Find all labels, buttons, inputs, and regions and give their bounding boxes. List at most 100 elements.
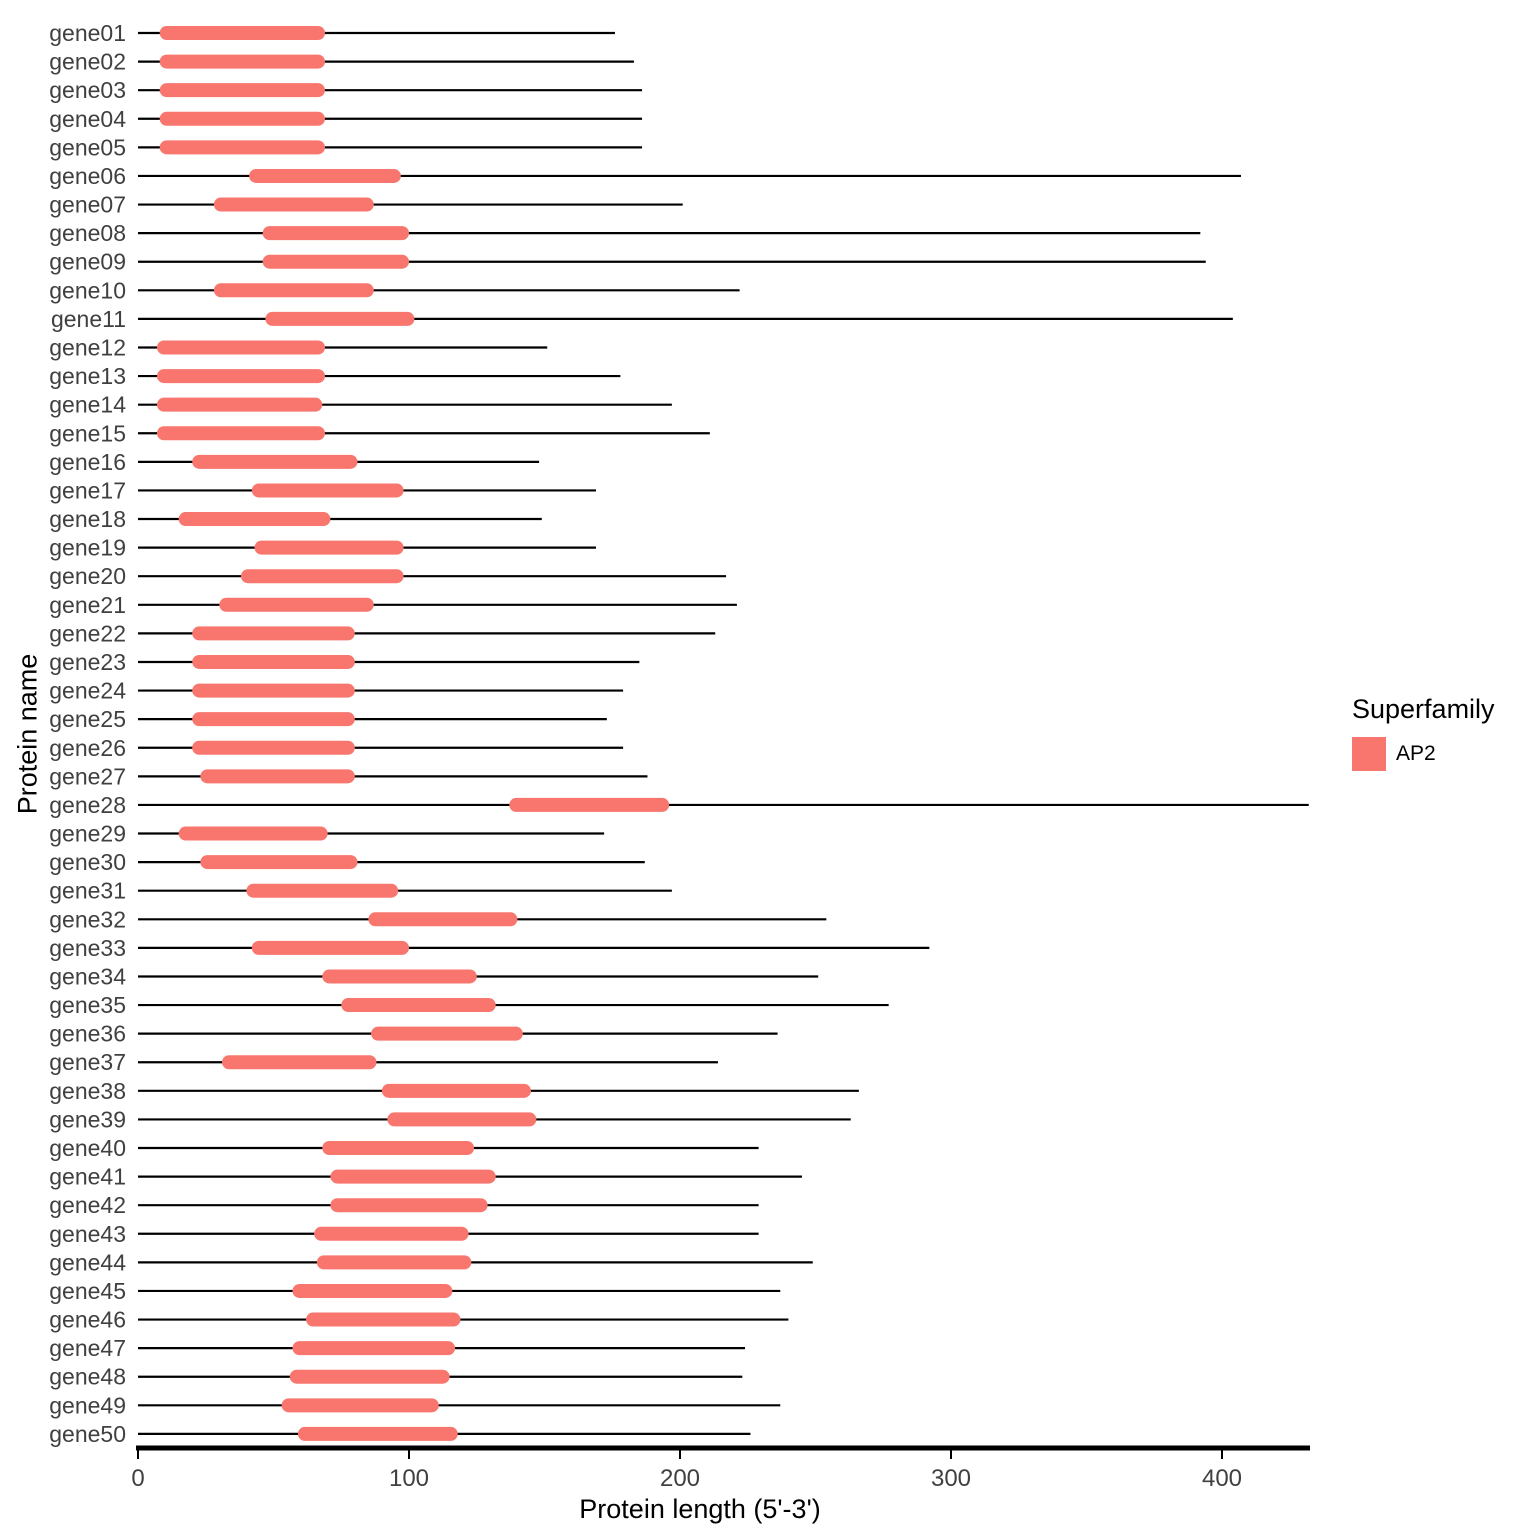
gene-label: gene16 (49, 449, 126, 475)
gene-label: gene49 (49, 1392, 126, 1418)
gene-label: gene43 (49, 1221, 126, 1247)
domain-bar (178, 512, 331, 527)
domain-bar (322, 1141, 475, 1156)
gene-label: gene24 (49, 678, 126, 704)
legend-label-ap2: AP2 (1396, 742, 1436, 765)
domain-bar (306, 1312, 461, 1327)
gene-label: gene33 (49, 935, 126, 961)
gene-label: gene35 (49, 992, 126, 1018)
gene-label: gene46 (49, 1307, 126, 1333)
legend: Superfamily AP2 (1352, 694, 1495, 771)
gene-label: gene08 (49, 220, 126, 246)
gene-label: gene20 (49, 563, 126, 589)
domain-bar (371, 1026, 523, 1041)
gene-label: gene42 (49, 1192, 126, 1218)
domain-bar (281, 1398, 439, 1413)
gene-label: gene27 (49, 763, 126, 789)
gene-label: gene31 (49, 878, 126, 904)
domain-bar (251, 940, 409, 955)
gene-label: gene25 (49, 706, 126, 732)
domain-bar (159, 26, 325, 40)
domain-bar (200, 855, 358, 870)
gene-label: gene41 (49, 1164, 126, 1190)
x-axis-tick-label: 400 (1202, 1465, 1242, 1492)
gene-label: gene47 (49, 1335, 126, 1361)
domain-bar (330, 1198, 488, 1213)
y-axis-title: Protein name (12, 653, 43, 815)
gene-label: gene29 (49, 821, 126, 847)
domain-bar (156, 369, 325, 384)
gene-label: gene11 (51, 306, 126, 332)
domain-bar (289, 1369, 450, 1384)
domain-bar (159, 54, 325, 69)
domain-bar (265, 311, 415, 326)
gene-label: gene48 (49, 1364, 126, 1390)
domain-bar (387, 1112, 537, 1127)
domain-bar (262, 226, 409, 241)
domain-bar (341, 998, 496, 1013)
domain-bar (246, 883, 399, 898)
domain-bar (192, 712, 355, 727)
domain-bar (292, 1341, 456, 1356)
gene-label: gene32 (49, 906, 126, 932)
gene-label: gene50 (49, 1421, 126, 1447)
gene-label: gene19 (49, 535, 126, 561)
gene-label: gene18 (49, 506, 126, 532)
gene-label: gene17 (49, 477, 126, 503)
gene-label: gene37 (49, 1049, 126, 1075)
gene-label: gene07 (49, 192, 126, 218)
gene-label: gene36 (49, 1021, 126, 1047)
x-axis-tick-label: 200 (660, 1465, 700, 1492)
legend-title: Superfamily (1352, 694, 1495, 724)
domain-bar (297, 1426, 458, 1441)
x-axis-title: Protein length (5'-3') (579, 1494, 821, 1524)
gene-label: gene06 (49, 163, 126, 189)
domain-bar (322, 969, 477, 984)
gene-label: gene45 (49, 1278, 126, 1304)
gene-label: gene40 (49, 1135, 126, 1161)
domain-bar (192, 740, 355, 755)
gene-label: gene22 (49, 620, 126, 646)
gene-label: gene09 (49, 249, 126, 275)
domain-bar (192, 454, 358, 469)
domain-bar (178, 826, 328, 841)
gene-label: gene03 (49, 77, 126, 103)
gene-label: gene01 (49, 20, 126, 46)
domain-bar (509, 797, 670, 812)
domain-bar (192, 626, 355, 641)
gene-label: gene44 (49, 1249, 126, 1275)
x-axis-tick-label: 100 (389, 1465, 429, 1492)
gene-label: gene26 (49, 735, 126, 761)
domain-bar (314, 1226, 469, 1241)
domain-bar (200, 769, 355, 784)
domain-bar (381, 1083, 531, 1098)
gene-label: gene39 (49, 1106, 126, 1132)
domain-bar (192, 654, 355, 669)
legend-swatch-ap2 (1352, 737, 1386, 771)
domain-bar (249, 168, 401, 183)
gene-label: gene12 (49, 334, 126, 360)
gene-label: gene13 (49, 363, 126, 389)
gene-label: gene23 (49, 649, 126, 675)
gene-label: gene05 (49, 134, 126, 160)
domain-bar (262, 254, 409, 269)
domain-bar (156, 397, 323, 412)
gene-label: gene21 (49, 592, 126, 618)
gene-label: gene15 (49, 420, 126, 446)
domain-bar (368, 912, 518, 927)
gene-label: gene30 (49, 849, 126, 875)
gene-label: gene14 (49, 392, 126, 418)
domain-bar (159, 140, 325, 155)
domain-bar (213, 283, 374, 298)
gene-label: gene02 (49, 49, 126, 75)
domain-bar (219, 597, 374, 612)
gene-label: gene34 (49, 963, 126, 989)
x-axis-tick-label: 300 (931, 1465, 971, 1492)
domain-bar (254, 540, 404, 555)
domain-bar (213, 197, 374, 212)
domain-bar (159, 83, 325, 98)
domain-bar (222, 1055, 377, 1070)
gene-label: gene10 (49, 277, 126, 303)
